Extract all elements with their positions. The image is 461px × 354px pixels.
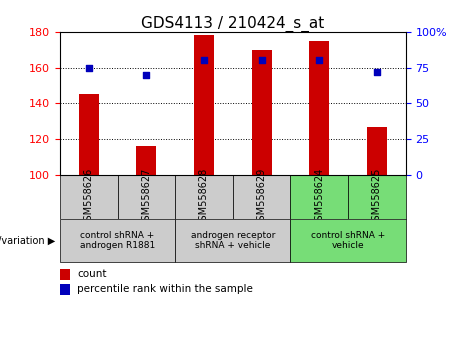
Point — [200, 58, 207, 63]
Bar — [233, 175, 290, 219]
Title: GDS4113 / 210424_s_at: GDS4113 / 210424_s_at — [141, 16, 325, 32]
Bar — [309, 41, 329, 175]
Bar — [348, 175, 406, 219]
Text: percentile rank within the sample: percentile rank within the sample — [77, 284, 253, 295]
Text: GSM558625: GSM558625 — [372, 167, 382, 227]
Bar — [60, 175, 118, 219]
Text: control shRNA +
vehicle: control shRNA + vehicle — [311, 231, 385, 250]
Bar — [290, 219, 406, 262]
Text: GSM558626: GSM558626 — [84, 167, 94, 227]
Bar — [118, 175, 175, 219]
Point — [258, 58, 266, 63]
Bar — [60, 269, 70, 280]
Bar — [60, 219, 175, 262]
Point — [315, 58, 323, 63]
Bar — [367, 127, 387, 175]
Text: GSM558629: GSM558629 — [257, 167, 266, 227]
Bar — [136, 146, 156, 175]
Bar — [60, 284, 70, 295]
Text: count: count — [77, 269, 106, 279]
Bar — [290, 175, 348, 219]
Bar — [79, 95, 99, 175]
Bar — [175, 219, 290, 262]
Point — [142, 72, 150, 78]
Text: androgen receptor
shRNA + vehicle: androgen receptor shRNA + vehicle — [190, 231, 275, 250]
Text: GSM558627: GSM558627 — [142, 167, 151, 227]
Text: genotype/variation ▶: genotype/variation ▶ — [0, 236, 55, 246]
Bar — [194, 35, 214, 175]
Text: GSM558628: GSM558628 — [199, 167, 209, 227]
Point — [85, 65, 92, 70]
Text: GSM558624: GSM558624 — [314, 167, 324, 227]
Text: control shRNA +
androgen R1881: control shRNA + androgen R1881 — [80, 231, 155, 250]
Bar — [175, 175, 233, 219]
Bar — [252, 50, 272, 175]
Point — [373, 69, 381, 75]
